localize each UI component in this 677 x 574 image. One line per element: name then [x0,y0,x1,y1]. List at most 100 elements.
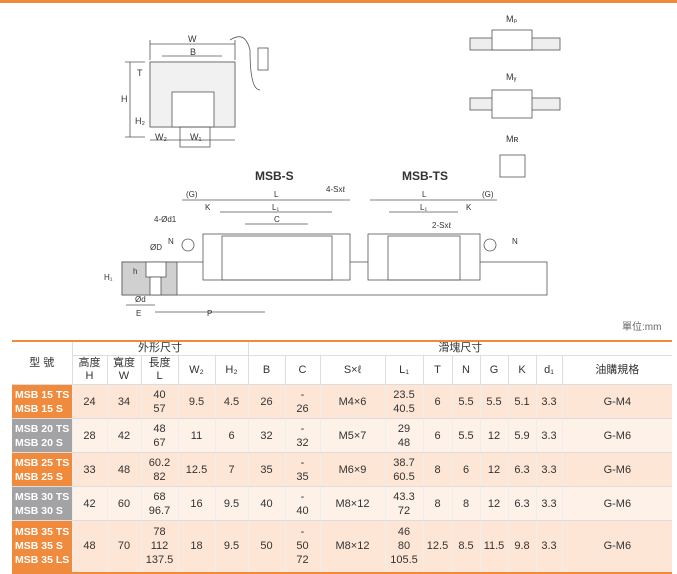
column-header: B [248,355,286,385]
table-cell: 28 [72,418,108,453]
column-header-line: L [156,370,163,382]
cell-value: 26 [260,395,273,408]
cell-value: 6 [462,463,470,476]
label-4d1: 4-Ød1 [154,215,177,224]
title-msb-ts: MSB-TS [402,169,448,183]
cell-value: G-M6 [603,463,632,476]
cell-value: 33 [83,463,96,476]
label-d: Ød [135,295,146,304]
technical-drawing: W B T H H₂ W₂ W₁ Mₚ Mᵧ Mʀ MSB-S MSB-TS (… [104,14,561,318]
column-header: 油購規格 [562,355,673,385]
cell-value: 8 [434,463,441,476]
label-K-left: K [205,203,211,212]
cell-value: - [300,526,305,539]
cell-value: 6.3 [514,497,530,510]
table-cell: M8×12 [320,486,386,521]
cell-value: 67 [153,436,166,449]
cell-value: 112 [150,540,169,553]
cell-value: 68 [153,490,166,503]
cell-value: 96.7 [148,504,171,517]
table-cell: 12.5 [178,452,216,487]
label-W: W [188,34,197,44]
column-header: T [423,355,453,385]
cell-value: 80 [397,540,411,553]
model-name: MSB 35 S [15,540,63,553]
cell-value: 42 [117,429,131,442]
cell-value: - [300,422,305,435]
table-cell: 26 [248,384,286,419]
model-name: MSB 20 S [15,436,63,449]
table-cell: 8 [423,452,453,487]
table-cell: G-M6 [562,486,673,521]
cell-value: 43.3 [393,490,415,503]
cell-value: 8 [434,497,441,510]
table-cell: 11 [178,418,216,453]
table-cell: 5.9 [508,418,537,453]
cell-value: 9.5 [188,395,205,408]
cell-value: 38.7 [393,456,415,469]
cell-value: 29 [397,422,411,435]
model-name: MSB 25 TS [15,456,70,469]
label-D: ØD [150,243,162,252]
table-cell: 34 [107,384,142,419]
column-header-line: L₁ [399,363,409,376]
cell-value: 60 [117,497,131,510]
column-header: 寬度 W [107,355,142,385]
label-G-left: (G) [186,190,198,199]
table-cell: 43.3 72 [385,486,424,521]
table-cell: 9.8 [508,520,537,573]
table-cell: 5.5 [480,384,509,419]
table-cell: 9.5 [215,486,249,521]
column-header: d₁ [536,355,563,385]
column-header-line: 長度 [148,357,171,369]
table-cell: 7 [215,452,249,487]
table-cell: 46 80 105.5 [385,520,424,573]
column-header-line: C [298,363,307,376]
cell-value: 3.3 [541,429,557,442]
cell-value: 48 [117,463,131,476]
table-cell: 42 [72,486,108,521]
table-cell: M5×7 [320,418,386,453]
cell-value: 8 [462,497,470,510]
cell-value: G-M6 [603,429,632,442]
cell-value: - [300,456,305,469]
model-name: MSB 35 TS [15,526,70,539]
label-4sxl: 4-Sxℓ [326,185,345,194]
model-name: MSB 35 LS [15,554,70,567]
label-L1-right: L₁ [420,203,427,212]
model-name: MSB 15 S [15,402,63,415]
column-header-line: T [434,363,441,376]
table-cell: 12 [480,418,509,453]
table-cell: 38.7 60.5 [385,452,424,487]
table-row: MSB 20 TS MSB 20 S 28 42 48 67 11 6 32-32 M5×7 29 4… [12,418,673,453]
table-row: MSB 15 TS MSB 15 S 24 34 40 57 9.5 4.5 26-26 M4×6… [12,384,673,419]
table-cell: 50 [248,520,286,573]
table-row: MSB 35 TS MSB 35 S MSB 35 LS 48 70 78 112 137.5… [12,520,673,573]
cell-value: 6 [434,429,441,442]
cell-value: M5×7 [338,429,367,442]
label-B: B [190,47,196,57]
cell-value: 11 [190,429,203,442]
label-E: E [136,309,141,318]
unit-label: 單位:mm [622,322,662,333]
cell-value: 12.5 [426,540,449,553]
cell-value: M6×9 [338,463,367,476]
cell-value: 4.5 [223,395,240,408]
title-msb-s: MSB-S [255,169,294,183]
table-cell: M6×9 [320,452,386,487]
table-cell: -40 [285,486,321,521]
column-header-line: 油購規格 [595,363,640,376]
moment-diagrams [469,29,561,178]
label-N-right: N [512,237,518,246]
column-header-line: H [85,370,94,382]
cell-value: 12 [487,497,501,510]
cell-value: 50 [260,540,273,553]
cell-value: 72 [296,554,309,567]
cell-value: 105.5 [390,554,418,567]
cross-section-view [125,36,269,148]
column-header-line: d₁ [544,363,554,376]
cell-value: 5.5 [458,395,474,408]
table-cell: 6 [215,418,249,453]
column-header-line: G [489,363,499,376]
table-cell: G-M6 [562,418,673,453]
